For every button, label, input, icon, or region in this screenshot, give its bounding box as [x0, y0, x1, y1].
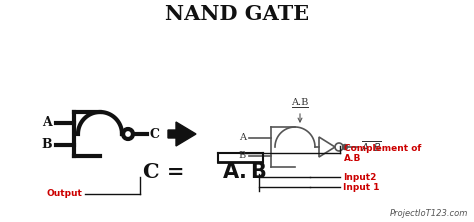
Text: C =: C =	[144, 162, 185, 182]
Text: $\mathbf{A.B}$: $\mathbf{A.B}$	[222, 162, 266, 182]
Text: B: B	[239, 151, 246, 161]
Text: ProjectIoT123.com: ProjectIoT123.com	[390, 209, 468, 218]
Text: A: A	[239, 133, 246, 143]
Text: A: A	[42, 117, 52, 129]
Text: Input2: Input2	[343, 172, 376, 182]
Text: $\overline{A.B}$: $\overline{A.B}$	[361, 140, 382, 155]
Text: Input 1: Input 1	[343, 182, 380, 192]
Circle shape	[343, 145, 347, 149]
Polygon shape	[168, 122, 196, 146]
Text: NAND GATE: NAND GATE	[165, 4, 309, 24]
Text: Complement of
A.B: Complement of A.B	[344, 144, 421, 163]
Text: C: C	[150, 127, 160, 141]
Text: B: B	[41, 139, 52, 151]
Text: Output: Output	[46, 190, 82, 198]
Text: A.B: A.B	[292, 98, 309, 107]
